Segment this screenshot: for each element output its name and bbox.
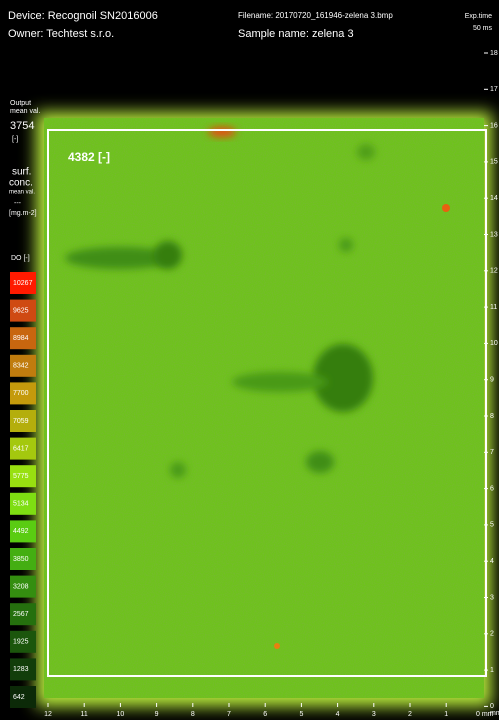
ruler-label: 4 [336, 711, 340, 718]
hot-spot [274, 643, 280, 649]
ruler-label: 4 [490, 558, 494, 565]
ruler-label: 17 [490, 86, 498, 93]
ruler-label: 3 [490, 594, 494, 601]
scale-label: 8984 [13, 335, 29, 342]
conc-unit: [mg.m-2] [9, 210, 37, 217]
ruler-label: 7 [490, 449, 494, 456]
hot-spot [208, 127, 236, 137]
spot [339, 238, 353, 252]
ruler-label: 10 [117, 711, 125, 718]
owner: Owner: Techtest s.r.o. [8, 28, 114, 40]
ruler-label: 12 [490, 268, 498, 275]
ruler-label: 2 [490, 631, 494, 638]
ruler-label: 8 [490, 413, 494, 420]
scale-label: 7059 [13, 418, 29, 425]
scale-label: 5775 [13, 473, 29, 480]
scale-label: 642 [13, 694, 25, 701]
hot-spot [442, 204, 450, 212]
scale-label: 1283 [13, 666, 29, 673]
ruler-label: 11 [81, 711, 88, 718]
device: Device: Recognoil SN2016006 [8, 10, 158, 22]
ruler-label: 8 [191, 711, 195, 718]
output-unit: [-] [12, 136, 18, 143]
scale-label: 9625 [13, 307, 29, 314]
surf-label: surf. [12, 167, 31, 178]
scale-label: 3208 [13, 583, 29, 590]
ruler-label: 15 [490, 159, 498, 166]
ruler-label: 5 [299, 711, 303, 718]
conc-mean-label: mean val. [9, 190, 35, 196]
scale-label: 3850 [13, 556, 29, 563]
spot [154, 241, 182, 269]
spot [306, 451, 334, 473]
ruler-label: 7 [227, 711, 231, 718]
scale-label: 7700 [13, 390, 29, 397]
image-noise [44, 118, 484, 698]
ruler-label: 11 [490, 304, 497, 311]
ruler-label: 9 [490, 377, 494, 384]
ruler-label: 6 [263, 711, 267, 718]
ruler-label: 9 [155, 711, 159, 718]
output-label: Output [10, 100, 31, 107]
ruler-label: 3 [372, 711, 376, 718]
ruler-label: 1 [490, 667, 494, 674]
filename: Filename: 20170720_161946-zelena 3.bmp [238, 11, 393, 20]
scale-label: 5134 [13, 501, 29, 508]
scale-label: 2567 [13, 611, 29, 618]
scale-label: 8342 [13, 363, 29, 370]
spot [232, 372, 328, 392]
scale-label: 10267 [13, 280, 33, 287]
ruler-label: 5 [490, 522, 494, 529]
scale-label: 1925 [13, 639, 29, 646]
exp-time-label: Exp.time [465, 13, 492, 20]
conc-value: --- [14, 200, 22, 207]
ruler-label: 0 mm [476, 711, 494, 718]
ruler-label: 10 [490, 340, 498, 347]
viewer: Device: Recognoil SN2016006 Owner: Techt… [0, 0, 499, 720]
conc-label: conc. [9, 178, 33, 189]
ruler-label: 16 [490, 122, 498, 129]
sample-image: 4382 [-] [36, 112, 492, 707]
spot [170, 462, 186, 478]
scale-label: 4492 [13, 528, 29, 535]
spot [357, 144, 375, 160]
ruler-label: 2 [408, 711, 412, 718]
scale-label: 6417 [13, 445, 29, 452]
ruler-label: 14 [490, 195, 498, 202]
scale-title: DO [-] [11, 255, 30, 262]
mean-val-label: mean val. [10, 108, 40, 115]
ruler-label: 18 [490, 50, 498, 57]
ruler-label: 13 [490, 231, 498, 238]
ruler-label: 6 [490, 485, 494, 492]
roi-label: 4382 [-] [68, 150, 110, 164]
ruler-label: 1 [444, 711, 448, 718]
output-value: 3754 [10, 120, 34, 132]
exp-time: 50 ms [473, 25, 493, 32]
sample-name: Sample name: zelena 3 [238, 28, 354, 40]
ruler-label: 12 [44, 711, 52, 718]
